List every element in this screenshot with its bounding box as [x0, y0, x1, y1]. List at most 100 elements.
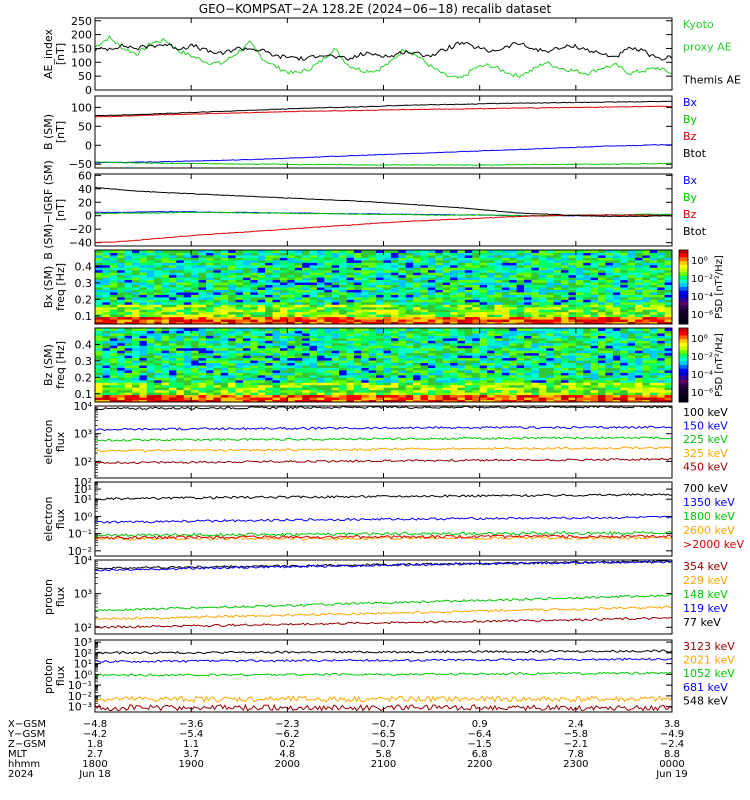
heatmap-cell [627, 369, 636, 373]
heatmap-cell [324, 252, 333, 256]
heatmap-cell [309, 337, 318, 341]
heatmap-cell [279, 372, 288, 376]
heatmap-cell [279, 304, 288, 308]
heatmap-cell [353, 264, 362, 268]
heatmap-cell [272, 360, 281, 364]
heatmap-cell [146, 365, 155, 368]
heatmap-cell [657, 372, 666, 376]
heatmap-cell [265, 284, 274, 288]
heatmap-cell [561, 397, 569, 401]
heatmap-cell [154, 279, 163, 283]
heatmap-cell [546, 316, 555, 320]
heatmap-cell [413, 272, 421, 276]
heatmap-cell [154, 357, 163, 361]
heatmap-cell [427, 365, 436, 368]
heatmap-cell [568, 252, 577, 256]
heatmap-cell [538, 355, 547, 359]
heatmap-cell [435, 311, 444, 315]
heatmap-cell [509, 328, 518, 331]
heatmap-cell [427, 272, 436, 276]
heatmap-cell [583, 340, 592, 344]
heatmap-cell [131, 340, 140, 344]
heatmap-cell [131, 352, 140, 356]
heatmap-cell [405, 394, 414, 398]
heatmap-cell [331, 296, 340, 300]
heatmap-cell [538, 316, 547, 320]
heatmap-cell [657, 257, 666, 261]
colorbar-cell [679, 290, 688, 295]
heatmap-cell [516, 269, 525, 273]
heatmap-cell [627, 306, 636, 310]
heatmap-cell [620, 389, 629, 393]
heatmap-cell [531, 374, 540, 378]
heatmap-cell [435, 289, 444, 293]
heatmap-cell [228, 311, 237, 315]
heatmap-cell [620, 330, 629, 334]
heatmap-cell [146, 357, 155, 361]
heatmap-cell [235, 277, 244, 281]
heatmap-cell [516, 287, 525, 290]
heatmap-cell [139, 269, 148, 273]
heatmap-cell [390, 360, 399, 364]
heatmap-cell [620, 342, 629, 346]
heatmap-cell [509, 387, 518, 391]
heatmap-cell [516, 274, 525, 278]
heatmap-cell [161, 360, 170, 364]
heatmap-cell [398, 319, 407, 323]
heatmap-cell [398, 316, 407, 320]
heatmap-cell [598, 321, 606, 325]
heatmap-cell [605, 267, 614, 271]
heatmap-cell [442, 372, 451, 376]
heatmap-cell [398, 332, 407, 336]
heatmap-cell [265, 350, 274, 354]
heatmap-cell [102, 274, 111, 278]
heatmap-cell [139, 296, 148, 300]
heatmap-cell [642, 345, 651, 349]
heatmap-cell [575, 379, 584, 383]
heatmap-cell [516, 347, 525, 351]
heatmap-cell [183, 304, 192, 308]
heatmap-cell [605, 335, 614, 339]
heatmap-cell [316, 309, 325, 313]
heatmap-cell [561, 296, 569, 300]
heatmap-cell [331, 335, 340, 339]
heatmap-cell [479, 257, 488, 261]
heatmap-cell [205, 279, 214, 283]
heatmap-cell [331, 337, 340, 341]
heatmap-cell [657, 332, 666, 336]
heatmap-cell [287, 389, 296, 393]
heatmap-cell [346, 337, 355, 341]
heatmap-cell [524, 287, 532, 290]
heatmap-cell [205, 332, 214, 336]
heatmap-cell [95, 347, 103, 351]
heatmap-cell [361, 365, 370, 368]
heatmap-cell [220, 362, 229, 366]
heatmap-cell [117, 284, 126, 288]
heatmap-cell [390, 304, 399, 308]
heatmap-cell [324, 277, 333, 281]
heatmap-cell [538, 301, 547, 305]
heatmap-cell [265, 337, 274, 341]
heatmap-cell [612, 314, 621, 318]
heatmap-cell [664, 365, 673, 368]
heatmap-cell [324, 355, 333, 359]
heatmap-cell [383, 372, 392, 376]
heatmap-cell [376, 262, 384, 266]
heatmap-cell [316, 314, 325, 318]
heatmap-cell [575, 340, 584, 344]
legend-label: 325 keV [683, 447, 728, 460]
heatmap-cell [435, 262, 444, 266]
heatmap-cell [176, 394, 185, 398]
heatmap-cell [176, 374, 185, 378]
heatmap-cell [427, 279, 436, 283]
heatmap-cell [546, 352, 555, 356]
heatmap-cell [405, 311, 414, 315]
heatmap-cell [457, 289, 466, 293]
heatmap-cell [553, 252, 562, 256]
heatmap-cell [553, 316, 562, 320]
heatmap-cell [361, 350, 370, 354]
heatmap-cell [383, 319, 392, 323]
heatmap-cell [427, 294, 436, 298]
colorbar-cell [679, 361, 688, 366]
heatmap-cell [516, 267, 525, 271]
